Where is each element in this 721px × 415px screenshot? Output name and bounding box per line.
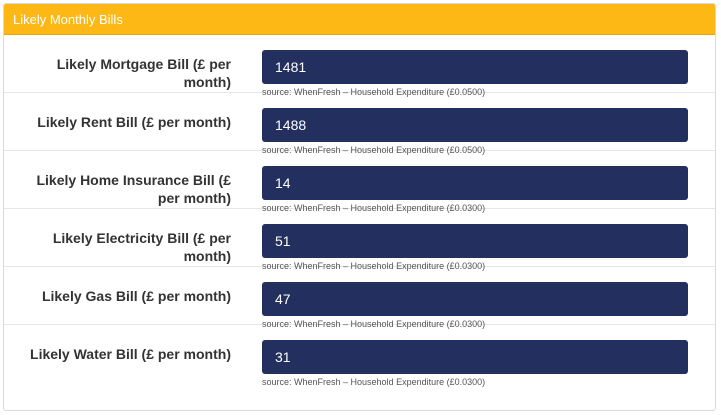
- electricity-bill-row: Likely Electricity Bill (£ per month) 51…: [4, 209, 715, 271]
- electricity-bill-value[interactable]: 51: [262, 224, 688, 258]
- water-bill-value[interactable]: 31: [262, 340, 688, 374]
- water-bill-row: Likely Water Bill (£ per month) 31 sourc…: [4, 325, 715, 387]
- gas-bill-row: Likely Gas Bill (£ per month) 47 source:…: [4, 267, 715, 329]
- rent-bill-label: Likely Rent Bill (£ per month): [37, 114, 231, 130]
- likely-monthly-bills-panel: Likely Monthly Bills Likely Mortgage Bil…: [3, 3, 716, 411]
- bills-list: Likely Mortgage Bill (£ per month) 1481 …: [4, 35, 715, 387]
- gas-bill-source: source: WhenFresh – Household Expenditur…: [262, 319, 486, 329]
- electricity-bill-label: Likely Electricity Bill (£ per month): [52, 230, 231, 264]
- mortgage-bill-row: Likely Mortgage Bill (£ per month) 1481 …: [4, 35, 715, 97]
- home-insurance-bill-row: Likely Home Insurance Bill (£ per month)…: [4, 151, 715, 213]
- gas-bill-label: Likely Gas Bill (£ per month): [41, 288, 231, 304]
- home-insurance-bill-source: source: WhenFresh – Household Expenditur…: [262, 203, 486, 213]
- home-insurance-bill-value[interactable]: 14: [262, 166, 688, 200]
- mortgage-bill-value[interactable]: 1481: [262, 50, 688, 84]
- electricity-bill-source: source: WhenFresh – Household Expenditur…: [262, 261, 486, 271]
- water-bill-source: source: WhenFresh – Household Expenditur…: [262, 377, 486, 387]
- panel-title: Likely Monthly Bills: [4, 4, 715, 35]
- home-insurance-bill-label: Likely Home Insurance Bill (£ per month): [36, 172, 231, 206]
- gas-bill-value[interactable]: 47: [262, 282, 688, 316]
- water-bill-label: Likely Water Bill (£ per month): [30, 346, 231, 362]
- rent-bill-row: Likely Rent Bill (£ per month) 1488 sour…: [4, 93, 715, 155]
- mortgage-bill-source: source: WhenFresh – Household Expenditur…: [262, 87, 486, 97]
- rent-bill-value[interactable]: 1488: [262, 108, 688, 142]
- mortgage-bill-label: Likely Mortgage Bill (£ per month): [56, 56, 231, 90]
- rent-bill-source: source: WhenFresh – Household Expenditur…: [262, 145, 486, 155]
